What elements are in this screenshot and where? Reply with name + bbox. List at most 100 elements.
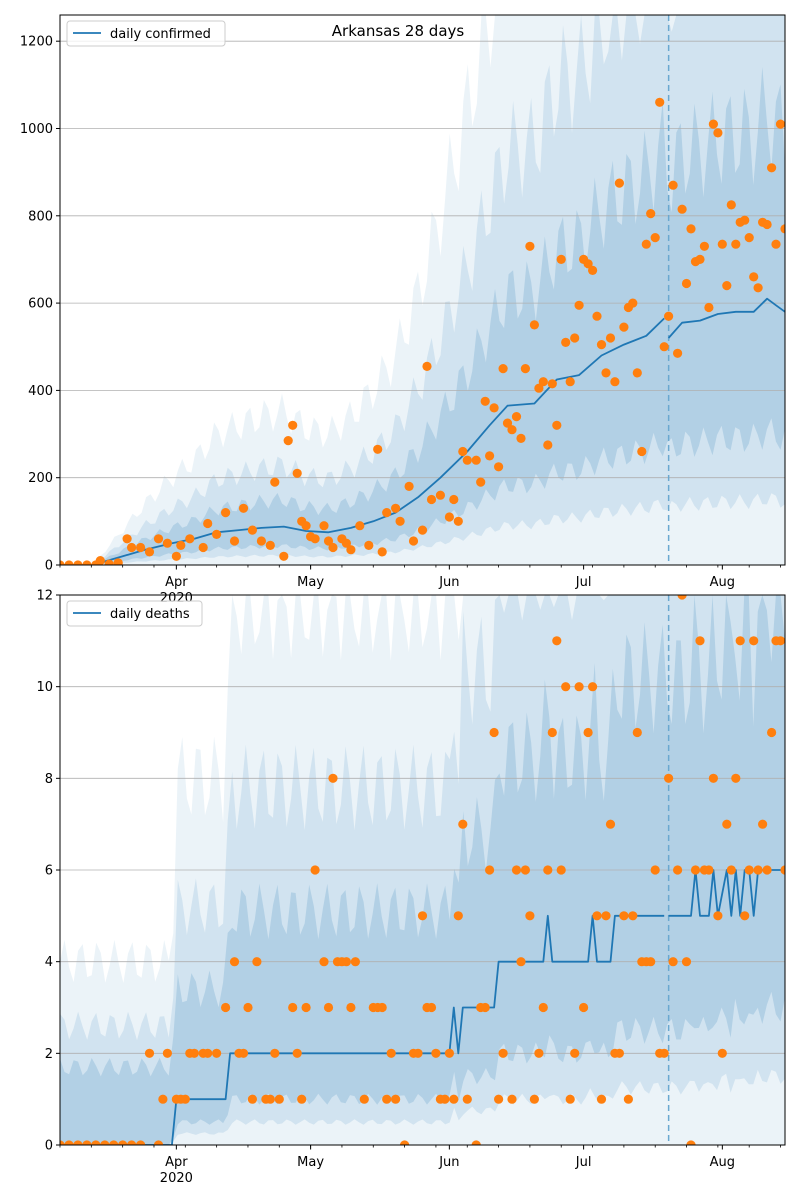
deaths-observed-point [579,1002,589,1013]
deaths-observed-point [440,1094,450,1104]
confirmed-x-tick-label: May [297,575,324,590]
deaths-observed-point [82,1140,92,1145]
confirmed-observed-point [574,300,584,310]
deaths-observed-point [458,819,468,829]
confirmed-observed-point [301,521,311,531]
confirmed-observed-point [570,333,580,343]
deaths-observed-point [243,1002,253,1013]
confirmed-observed-point [565,377,575,387]
deaths-observed-point [118,1140,128,1145]
deaths-observed-point [310,865,320,875]
deaths-observed-point [529,1094,540,1104]
confirmed-observed-point [417,525,428,535]
deaths-observed-point [574,682,584,692]
deaths-observed-point [247,1094,257,1104]
confirmed-observed-point [511,412,522,422]
deaths-observed-point [274,1094,284,1104]
deaths-observed-point [323,1002,334,1013]
confirmed-observed-point [673,348,683,358]
deaths-observed-points [60,595,785,1145]
deaths-observed-point [485,865,495,875]
deaths-observed-point [762,865,772,875]
deaths-observed-point [758,819,768,829]
confirmed-observed-point [601,368,611,378]
confirmed-observed-point [127,542,137,553]
confirmed-observed-point [699,241,710,251]
confirmed-observed-point [775,119,785,129]
deaths-observed-point [561,682,571,692]
deaths-observed-point [713,911,723,921]
confirmed-observed-point [444,512,454,522]
deaths-observed-point [708,773,719,783]
confirmed-observed-point [73,560,83,565]
confirmed-observed-point [221,507,231,518]
deaths-observed-point [498,1048,508,1058]
deaths-observed-point [60,1140,65,1145]
deaths-observed-point [753,865,763,875]
deaths-observed-point [229,957,240,967]
confirmed-observed-point [686,224,696,234]
deaths-observed-point [592,911,602,921]
deaths-observed-point [265,1094,275,1104]
confirmed-observed-points [60,97,785,565]
deaths-observed-point [632,727,642,738]
confirmed-legend: daily confirmed [66,20,226,47]
confirmed-observed-point [198,542,208,553]
confirmed-observed-point [726,200,736,210]
confirmed-observed-point [717,239,727,249]
confirmed-y-tick-label: 600 [28,297,53,312]
deaths-observed-point [673,865,683,875]
confirmed-observed-point [64,560,74,565]
deaths-observed-point [221,1002,231,1013]
confirmed-observed-point [762,219,772,230]
confirmed-observed-point [355,521,365,531]
confirmed-observed-point [229,536,240,546]
confirmed-observed-point [650,233,660,243]
confirmed-band-3 [60,66,785,565]
confirmed-legend-box [66,20,226,47]
deaths-observed-point [203,1048,213,1058]
confirmed-observed-point [561,337,571,347]
confirmed-band-1 [60,15,785,565]
deaths-observed-point [507,1094,517,1104]
confirmed-uncertainty-bands [60,15,785,565]
deaths-x-tick-label: May [297,1155,324,1170]
deaths-observed-point [556,865,566,875]
deaths-observed-point [252,957,262,967]
confirmed-observed-point [731,239,741,249]
confirmed-observed-point [292,468,302,478]
deaths-observed-point [731,773,741,783]
confirmed-observed-point [489,403,499,413]
deaths-observed-point [238,1048,249,1058]
deaths-observed-point [547,727,557,738]
deaths-observed-point [73,1140,83,1145]
deaths-y-tick-label: 0 [45,1139,53,1154]
confirmed-observed-point [319,521,329,531]
deaths-x-tick-label: Apr [165,1155,188,1170]
deaths-observed-point [189,1048,199,1058]
deaths-observed-point [480,1002,490,1013]
confirmed-observed-point [704,302,714,313]
confirmed-x-tick-label: Aug [710,575,735,590]
confirmed-observed-point [610,377,620,387]
deaths-observed-point [646,957,656,967]
confirmed-observed-point [740,215,750,225]
confirmed-observed-point [395,516,405,526]
confirmed-observed-point [525,241,535,251]
deaths-observed-point [543,865,553,875]
confirmed-observed-point [780,224,785,234]
confirmed-observed-point [283,436,293,446]
deaths-observed-point [341,957,351,967]
deaths-observed-point [328,773,338,783]
confirmed-observed-point [422,361,432,371]
confirmed-chart-title: Arkansas 28 days [332,22,465,40]
confirmed-observed-point [713,128,723,138]
deaths-observed-point [453,911,463,921]
confirmed-observed-point [744,233,754,243]
confirmed-observed-point [534,383,544,393]
deaths-observed-point [359,1094,369,1104]
